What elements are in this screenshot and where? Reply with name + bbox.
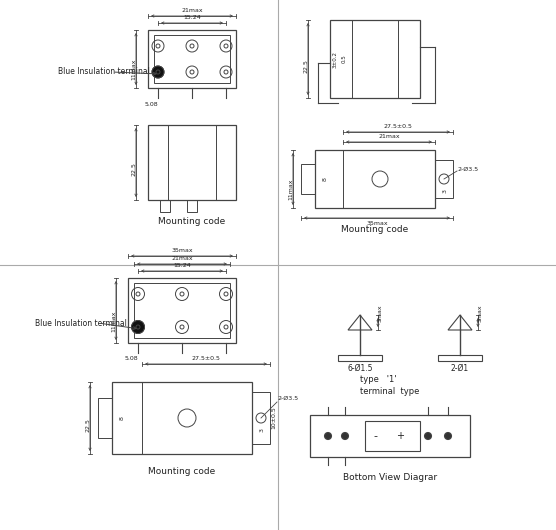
- Circle shape: [341, 432, 349, 439]
- Bar: [435, 160, 453, 198]
- Text: 15.24: 15.24: [173, 263, 191, 268]
- Text: 5.08: 5.08: [144, 102, 158, 107]
- Text: 2-Ø3.5: 2-Ø3.5: [457, 166, 478, 172]
- Text: 15.24: 15.24: [183, 15, 201, 20]
- Bar: [338, 355, 382, 361]
- Text: 8: 8: [120, 416, 125, 420]
- Bar: [315, 150, 435, 208]
- Text: +: +: [396, 431, 404, 441]
- Bar: [112, 382, 252, 454]
- Bar: [98, 398, 112, 438]
- Bar: [301, 164, 315, 194]
- Circle shape: [325, 432, 331, 439]
- Bar: [187, 200, 197, 212]
- Text: 5.08: 5.08: [124, 357, 138, 361]
- Text: 3: 3: [260, 428, 265, 432]
- Text: 8: 8: [322, 177, 327, 181]
- Text: 10±0.5: 10±0.5: [271, 407, 276, 429]
- Text: 5max: 5max: [478, 305, 483, 322]
- Bar: [148, 125, 236, 200]
- Text: 27.5±0.5: 27.5±0.5: [192, 356, 220, 361]
- Text: terminal  type: terminal type: [360, 387, 419, 396]
- Text: Blue Insulation terminal: Blue Insulation terminal: [35, 319, 127, 328]
- Bar: [252, 392, 270, 444]
- Text: 21max: 21max: [378, 134, 400, 139]
- Text: 27.5±0.5: 27.5±0.5: [384, 124, 413, 129]
- Bar: [438, 355, 482, 361]
- Text: 6-Ø1.5: 6-Ø1.5: [348, 364, 373, 373]
- Bar: [128, 278, 236, 343]
- Text: 22.5: 22.5: [132, 163, 137, 176]
- Text: 21max: 21max: [181, 8, 203, 13]
- Text: 3±0.2: 3±0.2: [332, 50, 337, 67]
- Text: Mounting code: Mounting code: [341, 225, 409, 234]
- Text: 0.5: 0.5: [341, 55, 346, 64]
- Bar: [330, 20, 420, 98]
- Bar: [160, 200, 170, 212]
- Text: -: -: [373, 431, 377, 441]
- Text: 22.5: 22.5: [304, 59, 309, 73]
- Text: Bottom View Diagrar: Bottom View Diagrar: [343, 473, 437, 481]
- Text: Mounting code: Mounting code: [158, 217, 226, 226]
- Bar: [148, 30, 236, 88]
- Text: 11max: 11max: [132, 59, 137, 81]
- Text: 2-Ø3.5: 2-Ø3.5: [277, 395, 298, 401]
- Bar: [365, 421, 420, 451]
- Text: 35max: 35max: [171, 248, 193, 253]
- Text: 2-Ø1: 2-Ø1: [451, 364, 469, 373]
- Circle shape: [152, 66, 164, 78]
- Text: 22.5: 22.5: [86, 418, 91, 432]
- Text: 3: 3: [443, 189, 448, 193]
- Text: 11max: 11max: [112, 311, 117, 332]
- Text: type   '1': type '1': [360, 375, 396, 384]
- Text: 21max: 21max: [171, 256, 193, 261]
- Circle shape: [444, 432, 451, 439]
- Circle shape: [424, 432, 431, 439]
- Text: Blue Insulation terminal: Blue Insulation terminal: [58, 67, 150, 76]
- Circle shape: [132, 321, 145, 333]
- Text: 5max: 5max: [378, 305, 383, 322]
- Text: 11max: 11max: [289, 179, 294, 200]
- Bar: [310, 415, 470, 457]
- Text: 35max: 35max: [366, 221, 388, 226]
- Bar: [154, 35, 230, 83]
- Text: Mounting code: Mounting code: [148, 467, 216, 476]
- Bar: [134, 283, 230, 338]
